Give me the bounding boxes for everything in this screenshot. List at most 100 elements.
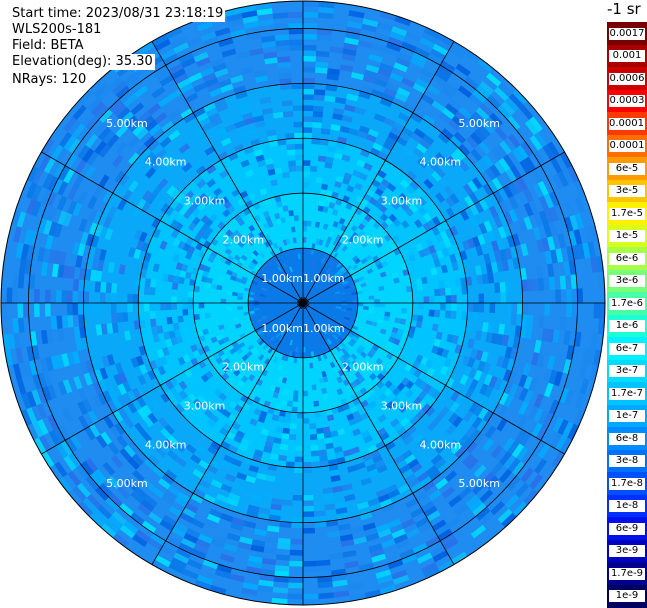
range-gate-cell (178, 542, 194, 554)
range-gate-cell (341, 154, 351, 163)
range-gate-cell (401, 308, 408, 314)
range-gate-cell (415, 321, 423, 329)
range-gate-cell (258, 231, 265, 239)
range-gate-cell (128, 441, 140, 454)
range-gate-cell (339, 341, 346, 348)
range-gate-cell (358, 172, 368, 181)
range-gate-cell (228, 400, 238, 409)
range-gate-cell (431, 100, 446, 112)
range-gate-cell (337, 271, 343, 278)
range-gate-cell (343, 345, 350, 352)
range-gate-cell (354, 106, 366, 116)
range-gate-cell (344, 316, 350, 321)
range-gate-cell (391, 272, 399, 279)
range-gate-cell (275, 426, 284, 434)
range-gate-cell (405, 528, 421, 539)
range-gate-cell (175, 335, 183, 344)
range-gate-cell (271, 414, 280, 422)
range-gate-cell (358, 90, 371, 100)
range-gate-cell (335, 330, 342, 337)
range-gate-cell (332, 366, 338, 374)
range-gate-cell (385, 82, 400, 93)
range-gate-cell (192, 127, 205, 138)
range-gate-cell (243, 117, 255, 126)
range-gate-cell (344, 351, 351, 359)
range-gate-cell (497, 104, 512, 120)
range-gate-cell (233, 144, 244, 153)
range-gate-cell (157, 477, 171, 490)
range-gate-cell (265, 215, 272, 223)
range-gate-cell (114, 170, 126, 184)
range-gate-cell (508, 93, 524, 109)
range-gate-cell (564, 200, 575, 217)
range-gate-cell (422, 480, 436, 492)
range-gate-cell (497, 508, 513, 524)
range-gate-cell (524, 156, 537, 172)
range-gate-cell (172, 322, 180, 331)
range-gate-cell (259, 188, 268, 196)
range-gate-cell (57, 264, 65, 278)
range-gate-cell (66, 303, 73, 316)
range-gate-cell (72, 290, 79, 303)
range-gate-cell (239, 190, 249, 199)
range-gate-cell (273, 23, 289, 30)
range-gate-cell (178, 390, 188, 400)
range-gate-cell (164, 424, 175, 436)
range-gate-cell (266, 129, 277, 137)
range-gate-cell (11, 209, 22, 227)
range-gate-cell (375, 73, 390, 83)
range-gate-cell (328, 202, 336, 210)
range-gate-cell (507, 457, 521, 473)
range-gate-cell (374, 298, 380, 303)
range-gate-cell (384, 217, 393, 226)
range-gate-cell (139, 131, 153, 144)
range-gate-cell (200, 223, 210, 232)
range-gate-cell (418, 390, 428, 400)
range-gate-cell (138, 364, 148, 375)
range-gate-cell (349, 330, 356, 336)
range-gate-cell (90, 235, 100, 248)
range-gate-cell (395, 538, 411, 550)
range-gate-cell (233, 369, 241, 377)
range-gate-cell (274, 212, 281, 220)
range-gate-cell (518, 401, 529, 416)
range-gate-cell (201, 121, 214, 132)
range-gate-cell (357, 223, 366, 231)
range-gate-cell (314, 515, 326, 523)
range-gate-cell (273, 277, 279, 283)
range-gate-cell (477, 157, 490, 171)
range-gate-cell (219, 553, 235, 563)
range-gate-cell (110, 303, 117, 314)
range-gate-cell (414, 47, 431, 59)
range-gate-cell (377, 427, 387, 437)
range-gate-cell (374, 174, 384, 184)
range-gate-cell (250, 493, 262, 502)
range-gate-cell (409, 415, 420, 426)
range-gate-cell (94, 140, 107, 155)
ring-label-2km: 2.00km (342, 233, 384, 246)
range-gate-cell (316, 565, 332, 572)
range-gate-cell (418, 206, 428, 216)
range-gate-cell (350, 525, 365, 534)
range-gate-cell (294, 467, 303, 474)
range-gate-cell (275, 200, 283, 208)
range-gate-cell (543, 223, 553, 238)
range-gate-cell (253, 408, 262, 416)
range-gate-cell (325, 190, 333, 197)
range-gate-cell (436, 392, 446, 404)
range-gate-cell (93, 508, 109, 524)
range-gate-cell (393, 62, 408, 73)
range-gate-cell (376, 574, 393, 585)
range-gate-cell (85, 233, 95, 247)
range-gate-cell (440, 533, 456, 546)
range-gate-cell (519, 159, 532, 174)
range-gate-cell (543, 208, 554, 224)
range-gate-cell (44, 303, 51, 317)
range-gate-cell (505, 281, 512, 293)
range-gate-cell (431, 216, 441, 227)
range-gate-cell (165, 338, 173, 348)
range-gate-cell (194, 579, 212, 591)
range-gate-cell (353, 378, 362, 386)
range-gate-cell (441, 486, 456, 499)
range-gate-cell (335, 234, 342, 242)
